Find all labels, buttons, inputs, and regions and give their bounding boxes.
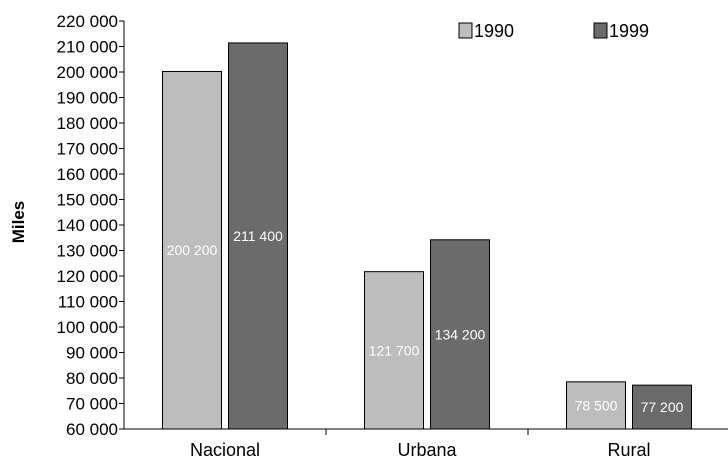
bar-data-label: 134 200 — [435, 326, 486, 342]
y-tick-label: 90 000 — [66, 344, 118, 363]
y-tick-label: 80 000 — [66, 369, 118, 388]
y-tick-label: 220 000 — [57, 12, 118, 31]
x-category-label: Urbana — [397, 440, 457, 460]
bar-data-label: 78 500 — [575, 397, 618, 413]
y-axis-ticks: 60 000 70 000 80 000 90 000 100 000 110 000 12… — [57, 12, 124, 439]
y-tick-label: 70 000 — [66, 395, 118, 414]
legend-swatch — [458, 22, 473, 39]
y-tick-label: 200 000 — [57, 63, 118, 82]
legend-swatch — [593, 22, 608, 39]
legend-label: 1999 — [609, 21, 649, 41]
y-tick-label: 140 000 — [57, 216, 118, 235]
bar — [364, 271, 424, 430]
y-tick-label: 180 000 — [57, 114, 118, 133]
y-tick-label: 170 000 — [57, 140, 118, 159]
y-tick-label: 130 000 — [57, 242, 118, 261]
bar-data-label: 211 400 — [233, 228, 283, 244]
bar — [162, 70, 222, 430]
y-tick-label: 210 000 — [57, 38, 118, 57]
y-tick-label: 150 000 — [57, 191, 118, 210]
y-tick-label: 190 000 — [57, 89, 118, 108]
bar-data-label: 200 200 — [167, 242, 218, 258]
bar — [566, 381, 626, 430]
legend: 1990 1999 — [458, 21, 649, 41]
y-tick-label: 60 000 — [66, 420, 118, 439]
y-tick-label: 110 000 — [58, 293, 118, 312]
axes — [123, 21, 728, 435]
y-tick-label: 160 000 — [57, 165, 118, 184]
y-tick-label: 100 000 — [57, 318, 118, 337]
x-category-label: Rural — [607, 440, 650, 460]
bar-data-label: 77 200 — [641, 399, 684, 415]
bar — [228, 42, 288, 430]
x-category-label: Nacional — [190, 440, 260, 460]
legend-label: 1990 — [474, 21, 514, 41]
y-axis-label: Miles — [9, 201, 28, 244]
y-tick-label: 120 000 — [57, 267, 118, 286]
data-labels: 200 200 211 400 121 700 134 200 78 500 77 200 — [167, 228, 684, 415]
bars — [162, 42, 692, 430]
category-labels: Nacional Urbana Rural — [190, 440, 651, 460]
bar-data-label: 121 700 — [369, 342, 420, 358]
bar — [632, 384, 692, 430]
bar — [430, 239, 490, 430]
